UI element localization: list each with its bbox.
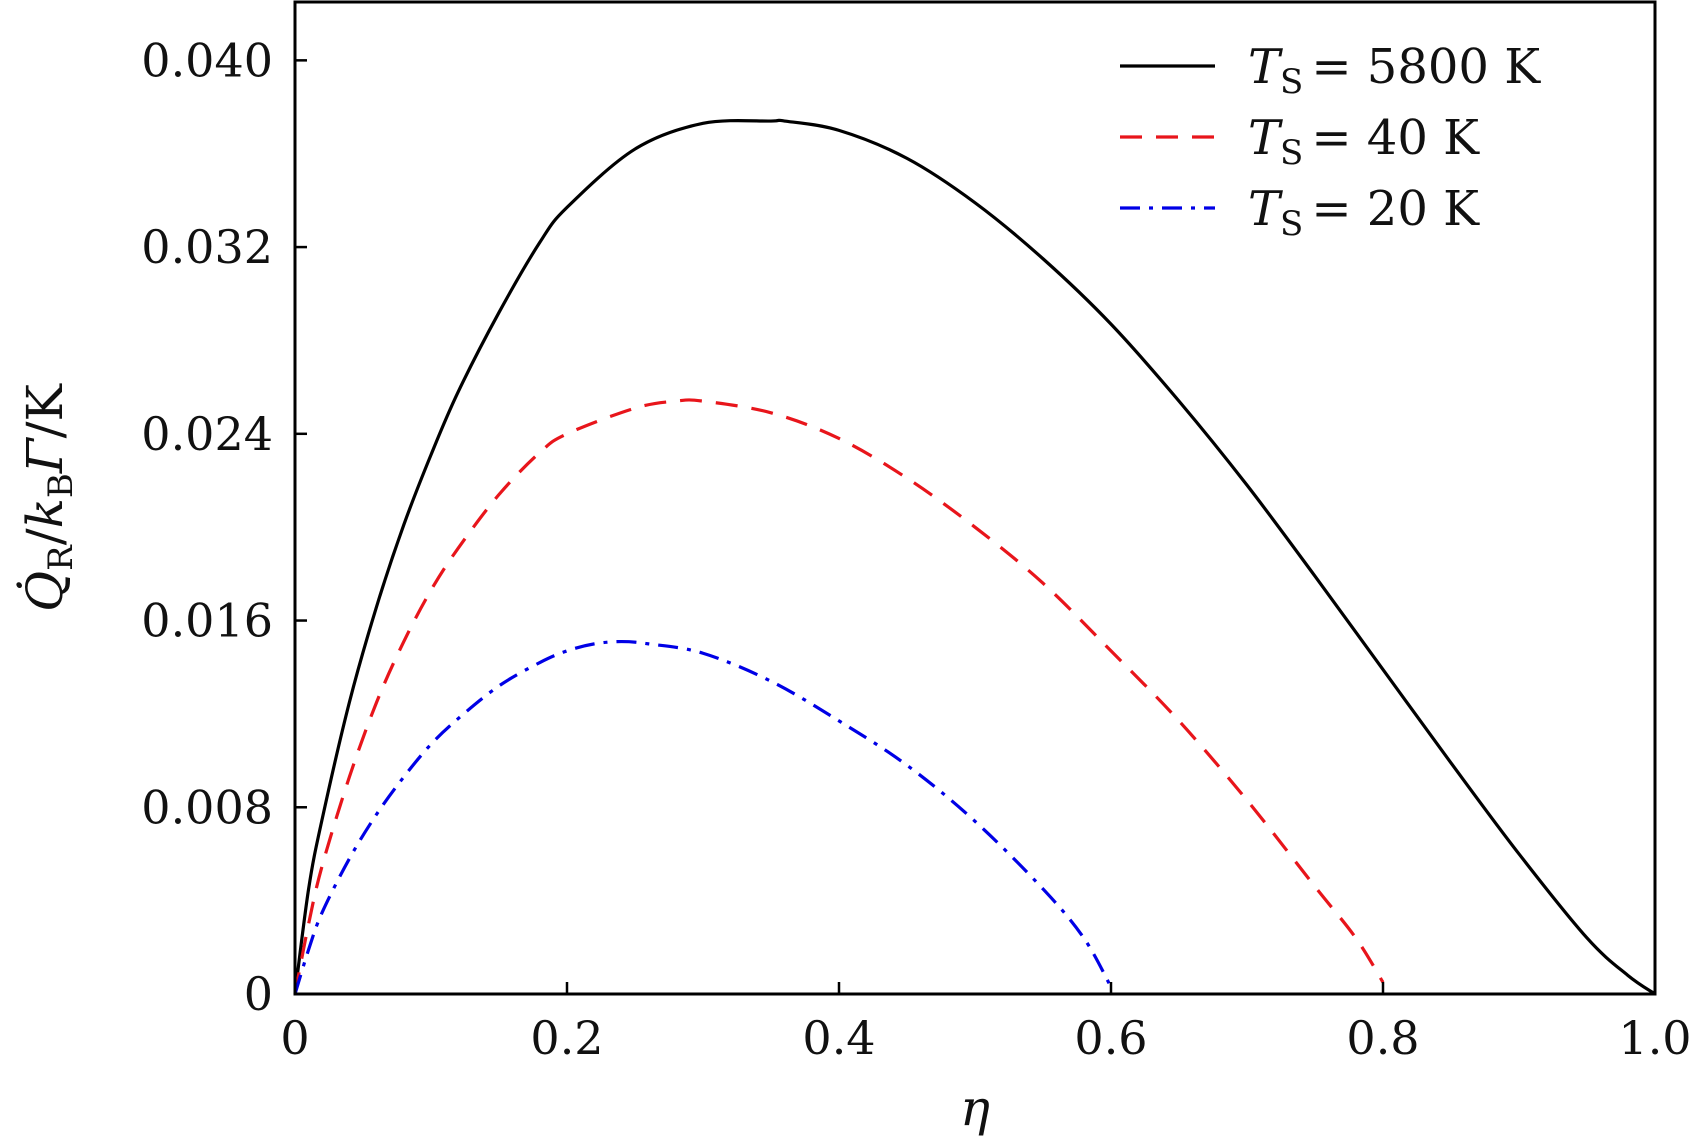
legend-label-1: TS = 40 K xyxy=(1248,110,1480,173)
y-tick-label: 0.016 xyxy=(141,594,273,648)
x-tick-label: 1.0 xyxy=(1618,1011,1691,1065)
y-axis-title-text: Q̇R/kBΓ/K xyxy=(15,383,81,612)
x-tick-label: 0 xyxy=(280,1011,309,1065)
legend: TS = 5800 K TS = 40 K TS = 20 K xyxy=(1120,39,1541,244)
x-tick-label: 0.4 xyxy=(802,1011,875,1065)
series-line-0 xyxy=(293,118,1656,996)
y-tick-label: 0.008 xyxy=(141,780,273,834)
y-tick-label: 0 xyxy=(244,967,273,1021)
y-tick-label: 0.032 xyxy=(141,220,273,274)
x-axis-title: η xyxy=(960,1079,990,1137)
x-tick-label: 0.2 xyxy=(530,1011,603,1065)
y-tick-label: 0.024 xyxy=(141,407,273,461)
x-tick-label: 0.6 xyxy=(1074,1011,1147,1065)
plot-frame xyxy=(293,0,1657,996)
series-line-2 xyxy=(293,639,1113,995)
y-tick-label: 0.040 xyxy=(141,33,273,87)
ticks-layer xyxy=(293,59,1657,996)
y-axis-title: Q̇R/kBΓ/K xyxy=(15,383,81,612)
series-line-1 xyxy=(293,398,1385,995)
tick-labels-layer: 0 0.2 0.4 0.6 0.8 1.0 0 0.008 0.016 0.024 0.032 0.0… xyxy=(141,33,1691,1065)
legend-label-0: TS = 5800 K xyxy=(1248,39,1541,102)
series-layer xyxy=(293,118,1656,996)
legend-label-2: TS = 20 K xyxy=(1248,181,1480,244)
x-tick-label: 0.8 xyxy=(1346,1011,1419,1065)
